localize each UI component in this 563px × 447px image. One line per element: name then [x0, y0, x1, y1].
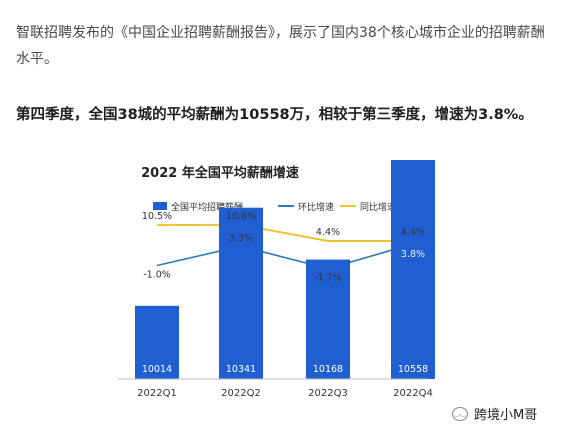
mom-label-2022Q2: 3.3%: [229, 233, 253, 244]
yoy-label-2022Q4: 4.4%: [401, 227, 425, 238]
legend-label-mom: 环比增速: [298, 201, 334, 213]
bar-2022Q4: [391, 160, 435, 379]
series-line-mom: [156, 243, 414, 270]
highlight-paragraph: 第四季度，全国38城的平均薪酬为10558万，相较于第三季度，增速为3.8%。: [16, 107, 533, 123]
salary-growth-chart: 2022 年全国平均薪酬增速 全国平均招聘薪酬 环比增速 同比增速 10014 103…: [108, 160, 448, 410]
chart-lines: [156, 223, 414, 270]
mom-label-2022Q4: 3.8%: [401, 249, 425, 260]
yoy-label-2022Q3: 4.4%: [316, 227, 340, 238]
bar-value-2022Q1: 10014: [142, 364, 172, 375]
intro-paragraph: 智联招聘发布的《中国企业招聘薪酬报告》，展示了国内38个核心城市企业的招聘薪酬水…: [16, 25, 545, 67]
bar-2022Q1: [135, 305, 179, 379]
watermark-text: 跨境小M哥: [474, 408, 538, 423]
chart-bars: [135, 160, 435, 379]
x-tick-2022Q4: 2022Q4: [393, 388, 433, 399]
bar-value-2022Q3: 10168: [313, 364, 343, 375]
bar-2022Q3: [306, 259, 350, 379]
series-line-yoy: [156, 223, 413, 242]
yoy-label-2022Q1: 10.5%: [142, 211, 172, 222]
legend-swatch-bar: [153, 202, 167, 210]
watermark: ◡◡ 跨境小M哥: [452, 404, 537, 423]
chart-title: 2022 年全国平均薪酬增速: [141, 165, 299, 181]
x-tick-2022Q1: 2022Q1: [137, 388, 177, 399]
mom-label-2022Q3: -1.7%: [314, 273, 342, 284]
chart-labels: 10014 10341 10168 10558 10.5% 10.6% 4.4% 4.4% -1…: [142, 211, 428, 375]
x-tick-2022Q2: 2022Q2: [221, 388, 261, 399]
yoy-label-2022Q2: 10.6%: [226, 211, 256, 222]
x-tick-2022Q3: 2022Q3: [308, 388, 348, 399]
chart-legend: 全国平均招聘薪酬 环比增速 同比增速: [153, 201, 396, 213]
x-axis-ticks: 2022Q1 2022Q2 2022Q3 2022Q4: [137, 388, 433, 399]
wechat-icon: ◡◡: [452, 406, 468, 421]
bar-value-2022Q2: 10341: [226, 364, 256, 375]
legend-label-yoy: 同比增速: [360, 201, 396, 213]
bar-2022Q2: [219, 207, 263, 379]
mom-label-2022Q1: -1.0%: [143, 270, 171, 281]
bar-value-2022Q4: 10558: [398, 364, 428, 375]
